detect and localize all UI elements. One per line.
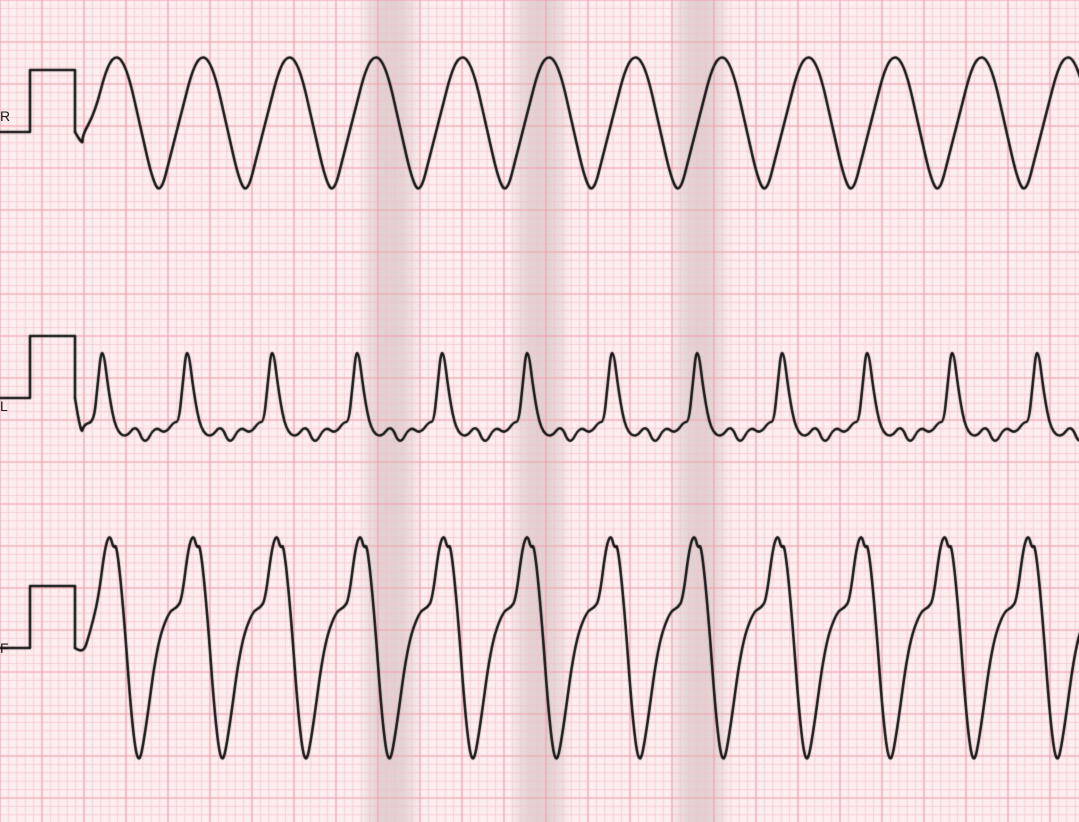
- ecg-canvas: [0, 0, 1079, 822]
- lead-label-f: F: [0, 640, 9, 656]
- lead-label-r: R: [0, 108, 10, 124]
- ecg-strip: R L F: [0, 0, 1079, 822]
- lead-label-l: L: [0, 398, 8, 414]
